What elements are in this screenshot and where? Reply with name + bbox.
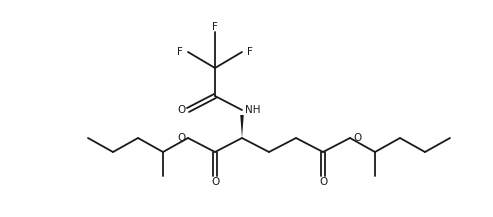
Text: F: F [247,47,253,57]
Text: F: F [212,22,218,32]
Text: O: O [177,133,185,143]
Text: O: O [177,105,185,115]
Text: O: O [319,177,327,187]
Text: O: O [353,133,361,143]
Text: NH: NH [245,105,261,115]
Text: F: F [177,47,183,57]
Polygon shape [240,115,244,138]
Text: O: O [211,177,219,187]
